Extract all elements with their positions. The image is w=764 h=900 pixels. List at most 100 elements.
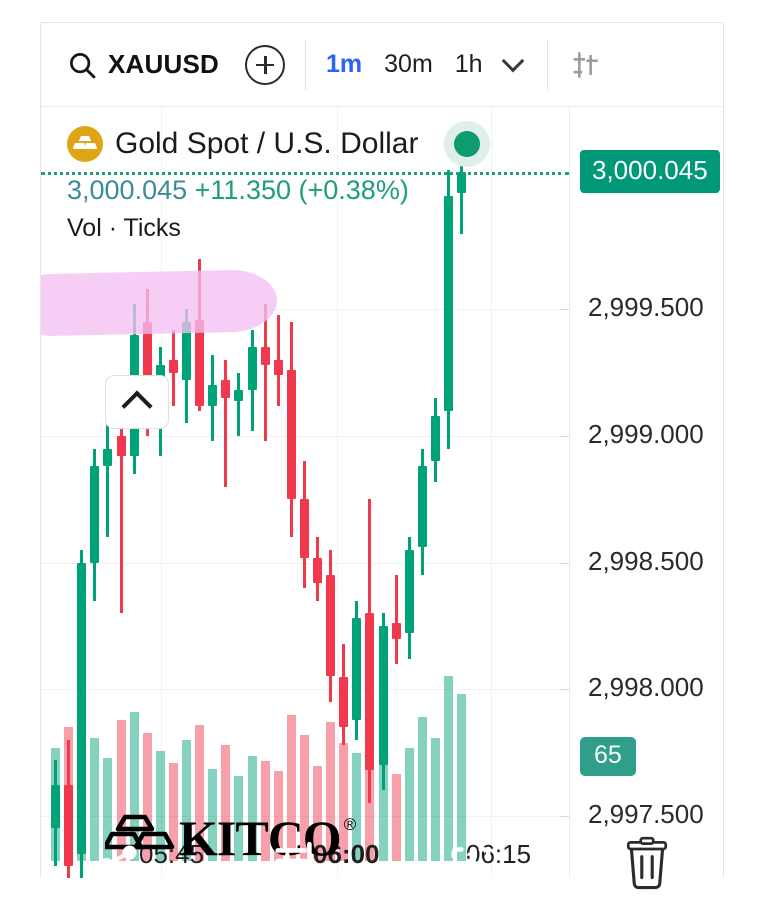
axis-tick	[560, 309, 569, 311]
volume-bar	[417, 717, 427, 861]
candle-body	[247, 347, 257, 391]
volume-bar	[90, 737, 100, 861]
gridline-v	[337, 107, 338, 878]
candlestick-icon[interactable]	[568, 48, 602, 82]
time-label-1: 06:00	[313, 839, 380, 869]
volume-bar	[129, 711, 139, 861]
market-open-dot-core	[454, 131, 481, 157]
timeframe-1h[interactable]: 1h	[454, 50, 483, 78]
price-plot[interactable]	[41, 107, 569, 878]
timeframe-1m[interactable]: 1m	[326, 50, 363, 78]
candle-body	[273, 360, 283, 376]
gold-bars-icon	[67, 126, 103, 162]
price-change: +11.350	[194, 175, 291, 205]
volume-bar	[234, 776, 244, 861]
chart-area[interactable]: 2,999.500 2,999.000 2,998.500 2,998.000 2,99…	[41, 107, 723, 878]
registered-mark: ®	[343, 815, 357, 834]
volume-bar	[116, 719, 126, 861]
kitco-watermark: KITCO ®	[105, 813, 356, 863]
candle-body	[103, 448, 113, 467]
volume-bar	[339, 742, 349, 861]
candle-body	[352, 618, 362, 720]
price-axis-label: 2,998.000	[588, 672, 704, 703]
last-price-tag[interactable]: 3,000.045	[580, 149, 720, 193]
candle-body	[378, 625, 388, 766]
volume-bar	[286, 714, 296, 861]
candle-body	[168, 360, 178, 373]
candle-wick	[237, 372, 241, 437]
last-price: 3,000.045	[67, 175, 188, 205]
camera-icon[interactable]	[448, 840, 494, 886]
collapse-legend-button[interactable]	[105, 375, 169, 429]
last-price-line	[41, 171, 569, 175]
gridline-h	[41, 689, 569, 691]
volume-bar	[247, 755, 257, 861]
volume-bar	[299, 735, 309, 861]
candle-wick	[460, 152, 464, 234]
chevron-down-icon[interactable]	[501, 49, 524, 72]
candle-body	[182, 322, 192, 381]
volume-bar	[352, 753, 362, 861]
candle-body	[234, 390, 244, 401]
price-axis-label: 2,998.500	[588, 545, 704, 576]
candle-body	[457, 171, 467, 194]
candle-body	[339, 676, 349, 728]
candle-body	[430, 415, 440, 462]
candle-body	[326, 575, 336, 677]
toolbar-divider-1	[305, 39, 306, 90]
chevron-up-icon	[121, 389, 153, 422]
candle-body	[208, 385, 218, 406]
gridline-h	[41, 815, 569, 817]
candle-body	[142, 322, 152, 411]
candle-body	[116, 436, 126, 457]
candle-body	[195, 319, 205, 406]
symbol-search[interactable]: XAUUSD	[41, 49, 219, 80]
volume-bar	[391, 773, 401, 861]
trash-delete-icon[interactable]	[622, 836, 672, 892]
axis-tick	[560, 436, 569, 438]
volume-bar	[404, 747, 414, 861]
candle-wick	[106, 410, 110, 538]
axis-tick	[560, 689, 569, 691]
candle-wick	[394, 575, 398, 664]
gridline-v	[161, 107, 162, 878]
price-axis-label: 2,999.500	[588, 292, 704, 323]
candle-body	[64, 785, 74, 867]
candle-body	[90, 466, 100, 563]
gridline-h	[41, 436, 569, 438]
candle-body	[221, 380, 231, 399]
timeframe-30m[interactable]: 30m	[384, 50, 433, 78]
candle-body	[260, 347, 270, 366]
volume-bar	[103, 758, 113, 861]
sliders-settings-icon[interactable]	[272, 838, 318, 884]
candle-wick	[263, 304, 267, 442]
quote-row: 3,000.045 +11.350 (+0.38%)	[67, 175, 490, 206]
pink-highlight-annotation	[41, 269, 278, 337]
volume-bar	[260, 760, 270, 861]
volume-legend: Vol · Ticks	[67, 214, 181, 242]
volume-bar	[195, 724, 205, 861]
volume-bar	[378, 729, 388, 861]
toolbar-divider-2	[546, 39, 548, 90]
price-axis-label: 2,999.000	[588, 419, 704, 450]
candle-body	[365, 613, 375, 771]
price-axis-label: 2,997.500	[588, 798, 704, 829]
market-open-dot	[444, 121, 491, 167]
gold-bars-logo	[105, 814, 175, 850]
price-change-percent: (+0.38%)	[298, 175, 409, 205]
candle-body	[313, 557, 323, 583]
search-icon	[70, 52, 96, 78]
add-symbol-button[interactable]	[245, 44, 285, 85]
volume-bar	[155, 750, 165, 861]
candle-body	[286, 370, 296, 500]
top-toolbar: XAUUSD 1m 30m 1h	[41, 23, 723, 107]
candle-body	[51, 785, 61, 829]
volume-tag[interactable]: 65	[580, 737, 636, 776]
instrument-name: Gold Spot / U.S. Dollar	[115, 127, 419, 160]
volume-bar	[208, 768, 218, 861]
candle-body	[299, 499, 309, 558]
price-axis[interactable]: 2,999.500 2,999.000 2,998.500 2,998.000 2,99…	[560, 107, 723, 878]
candle-body	[391, 623, 401, 639]
share-icon[interactable]	[96, 842, 142, 888]
